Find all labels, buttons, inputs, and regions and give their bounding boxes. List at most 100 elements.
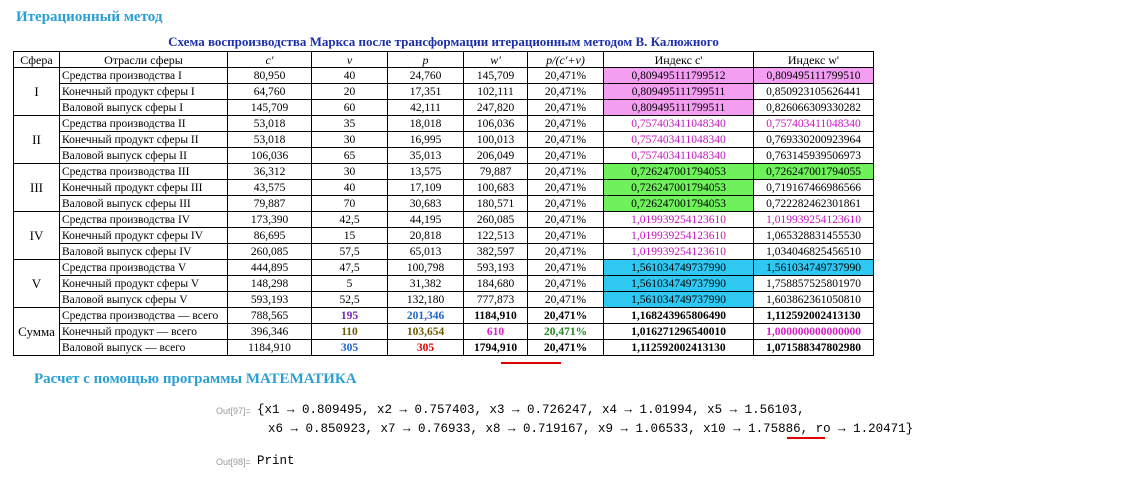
branch-cell: Средства производства I xyxy=(59,67,228,84)
value-cell: 65,013 xyxy=(387,243,464,260)
value-cell: 20,471% xyxy=(527,147,604,164)
value-cell: 43,575 xyxy=(227,179,312,196)
value-cell: 0,757403411048340 xyxy=(603,147,754,164)
value-cell: 444,895 xyxy=(227,259,312,276)
table-row: Конечный продукт сферы III 43,575 40 17,109… xyxy=(14,179,875,196)
value-cell: 0,726247001794053 xyxy=(603,179,754,196)
sphere-cell: II xyxy=(13,115,60,164)
value-cell: 100,683 xyxy=(463,179,528,196)
value-cell: 30 xyxy=(311,163,388,180)
value-cell: 15 xyxy=(311,227,388,244)
mathematica-heading: Расчет с помощью программы МАТЕМАТИКА xyxy=(34,371,357,387)
value-cell: 396,346 xyxy=(227,323,312,340)
value-cell: 20,471% xyxy=(527,195,604,212)
value-cell: 42,5 xyxy=(311,211,388,228)
value-cell: 1,112592002413130 xyxy=(752,307,875,324)
branch-cell: Валовой выпуск сферы V xyxy=(59,291,228,308)
header-cell: Индекс w' xyxy=(752,51,875,68)
value-cell: 1,019939254123610 xyxy=(603,211,754,228)
table-row: V Средства производства V 444,895 47,5 100,7… xyxy=(13,259,875,308)
value-cell: 60 xyxy=(311,99,388,116)
branch-cell: Конечный продукт сферы V xyxy=(59,275,228,292)
table-row: Конечный продукт сферы I 64,760 20 17,351 10… xyxy=(14,83,875,100)
header-cell: p/(c'+v) xyxy=(527,51,604,68)
value-cell: 145,709 xyxy=(463,67,528,84)
value-cell: 20,471% xyxy=(527,259,604,276)
value-cell: 1,071588347802980 xyxy=(752,339,875,356)
value-cell: 1,112592002413130 xyxy=(603,339,754,356)
value-cell: 132,180 xyxy=(387,291,464,308)
value-cell: 0,809495111799510 xyxy=(752,67,875,84)
percent-underline xyxy=(501,362,561,364)
value-cell: 593,193 xyxy=(227,291,312,308)
table-header-row: Сфера Отрасли сферы c' v p w' p/(c'+v) И… xyxy=(13,51,875,68)
value-cell: 1,034046825456510 xyxy=(752,243,875,260)
value-cell: 36,312 xyxy=(227,163,312,180)
value-cell: 20,471% xyxy=(527,67,604,84)
table-row: Конечный продукт сферы IV 86,695 15 20,818 1… xyxy=(14,227,875,244)
table-row: Валовой выпуск сферы V 593,193 52,5 132,180… xyxy=(14,291,875,308)
value-cell: 100,798 xyxy=(387,259,464,276)
value-cell: 260,085 xyxy=(463,211,528,228)
value-cell: 5 xyxy=(311,275,388,292)
value-cell: 0,719167466986566 xyxy=(752,179,875,196)
value-cell: 593,193 xyxy=(463,259,528,276)
value-cell: 0,769330200923964 xyxy=(752,131,875,148)
table-row: Валовой выпуск сферы II 106,036 65 35,013 20… xyxy=(14,147,875,164)
value-cell: 20,471% xyxy=(527,275,604,292)
branch-cell: Конечный продукт сферы IV xyxy=(59,227,228,244)
value-cell: 0,809495111799511 xyxy=(603,99,754,116)
header-cell: v xyxy=(311,51,388,68)
table-row: Валовой выпуск сферы I 145,709 60 42,111 247… xyxy=(14,99,875,116)
header-cell: Индекс c' xyxy=(603,51,754,68)
table-row: III Средства производства III 36,312 30 13,5… xyxy=(13,163,875,212)
value-cell: 53,018 xyxy=(227,131,312,148)
value-cell: 180,571 xyxy=(463,195,528,212)
branch-cell: Средства производства II xyxy=(59,115,228,132)
value-cell: 1,603862361050810 xyxy=(752,291,875,308)
value-cell: 1,758857525801970 xyxy=(752,275,875,292)
value-cell: 103,654 xyxy=(387,323,464,340)
sphere-cell: V xyxy=(13,259,60,308)
branch-cell: Валовой выпуск сферы III xyxy=(59,195,228,212)
value-cell: 86,695 xyxy=(227,227,312,244)
value-cell: 1,019939254123610 xyxy=(603,227,754,244)
sphere-cell: III xyxy=(13,163,60,212)
branch-cell: Конечный продукт сферы III xyxy=(59,179,228,196)
value-cell: 20,818 xyxy=(387,227,464,244)
header-cell: c' xyxy=(227,51,312,68)
value-cell: 1,000000000000000 xyxy=(752,323,875,340)
value-cell: 206,049 xyxy=(463,147,528,164)
table-row: I Средства производства I 80,950 40 24,760 14… xyxy=(13,67,875,116)
value-cell: 1794,910 xyxy=(463,339,528,356)
value-cell: 30 xyxy=(311,131,388,148)
value-cell: 195 xyxy=(311,307,388,324)
value-cell: 40 xyxy=(311,179,388,196)
value-cell: 20,471% xyxy=(527,211,604,228)
value-cell: 17,351 xyxy=(387,83,464,100)
value-cell: 79,887 xyxy=(227,195,312,212)
out97-label: Out[97]= xyxy=(216,406,251,416)
ro-underline xyxy=(787,437,825,439)
table-row: Сумма Средства производства — всего 788,56… xyxy=(13,307,875,356)
value-cell: 1,065328831455530 xyxy=(752,227,875,244)
out97-line-1: {x1 → 0.809495, x2 → 0.757403, x3 → 0.72… xyxy=(257,403,805,417)
value-cell: 40 xyxy=(311,67,388,84)
value-cell: 1,561034749737990 xyxy=(603,259,754,276)
value-cell: 13,575 xyxy=(387,163,464,180)
value-cell: 788,565 xyxy=(227,307,312,324)
header-cell: p xyxy=(387,51,464,68)
value-cell: 20,471% xyxy=(527,323,604,340)
value-cell: 65 xyxy=(311,147,388,164)
table-row: IV Средства производства IV 173,390 42,5 44,… xyxy=(13,211,875,260)
value-cell: 106,036 xyxy=(463,115,528,132)
value-cell: 305 xyxy=(387,339,464,356)
table-row: Конечный продукт — всего 396,346 110 103,65… xyxy=(14,323,875,340)
value-cell: 20,471% xyxy=(527,115,604,132)
table-row: Валовой выпуск сферы III 79,887 70 30,683 18… xyxy=(14,195,875,212)
value-cell: 57,5 xyxy=(311,243,388,260)
header-cell: Сфера xyxy=(13,51,60,68)
table-title: Схема воспроизводства Маркса после транс… xyxy=(168,34,719,49)
value-cell: 0,726247001794055 xyxy=(752,163,875,180)
branch-cell: Конечный продукт сферы I xyxy=(59,83,228,100)
